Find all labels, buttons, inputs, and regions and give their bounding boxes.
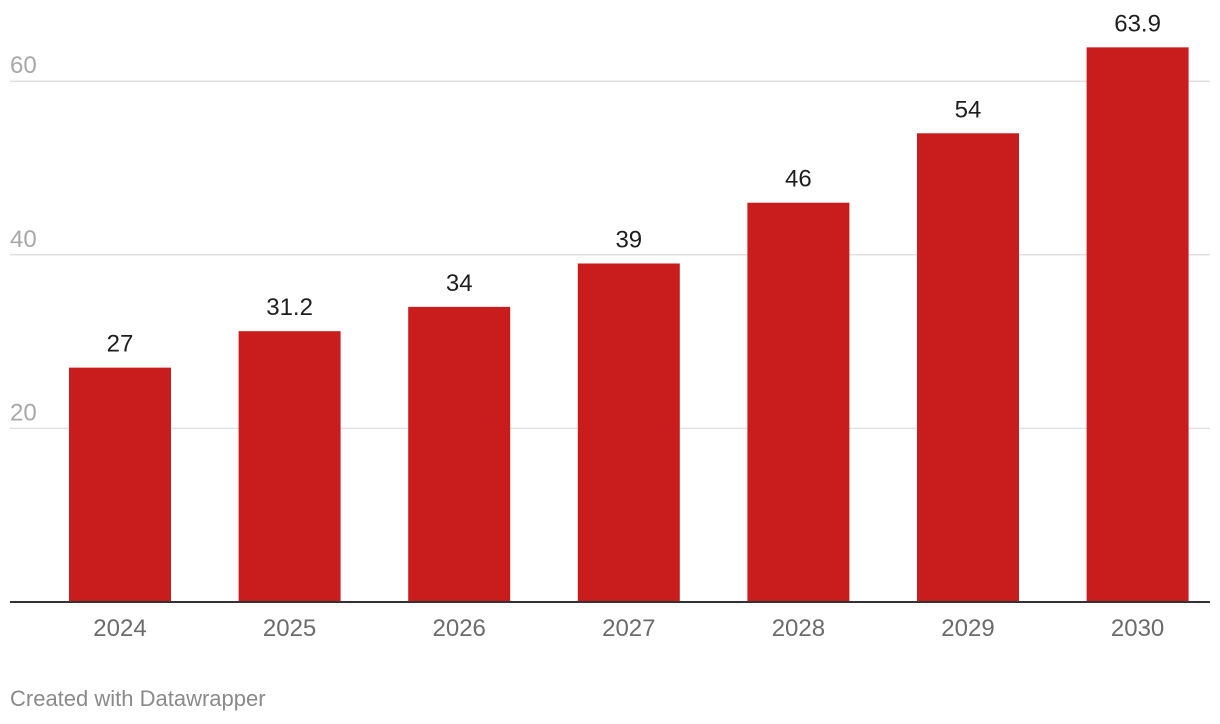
bar <box>577 263 680 602</box>
bar-value-label: 27 <box>107 331 134 358</box>
datawrapper-credit: Created with Datawrapper <box>10 686 266 711</box>
bar-value-label: 34 <box>446 270 473 297</box>
bar <box>1086 47 1189 602</box>
bar-value-label: 31.2 <box>266 294 313 321</box>
x-tick-label: 2028 <box>772 615 825 642</box>
bar-value-label: 63.9 <box>1114 10 1161 37</box>
bar <box>747 202 850 602</box>
bar <box>238 331 341 602</box>
x-tick-label: 2029 <box>941 615 994 642</box>
bar <box>408 306 511 602</box>
y-tick-label: 40 <box>10 226 37 253</box>
bars <box>69 47 1189 602</box>
x-tick-label: 2027 <box>602 615 655 642</box>
x-tick-label: 2030 <box>1111 615 1164 642</box>
y-tick-label: 60 <box>10 52 37 79</box>
bar-value-label: 46 <box>785 166 812 193</box>
x-tick-label: 2026 <box>433 615 486 642</box>
bar <box>917 133 1019 602</box>
x-tick-label: 2025 <box>263 615 316 642</box>
bar <box>69 367 171 602</box>
bar-value-label: 39 <box>615 226 642 253</box>
bar-value-label: 54 <box>955 96 982 123</box>
value-labels: 27 31.2 34 39 46 54 63.9 <box>107 10 1161 357</box>
y-tick-label: 20 <box>10 399 37 426</box>
x-tick-label: 2024 <box>93 615 146 642</box>
x-axis-ticks: 2024 2025 2026 2027 2028 2029 2030 <box>93 615 1164 642</box>
